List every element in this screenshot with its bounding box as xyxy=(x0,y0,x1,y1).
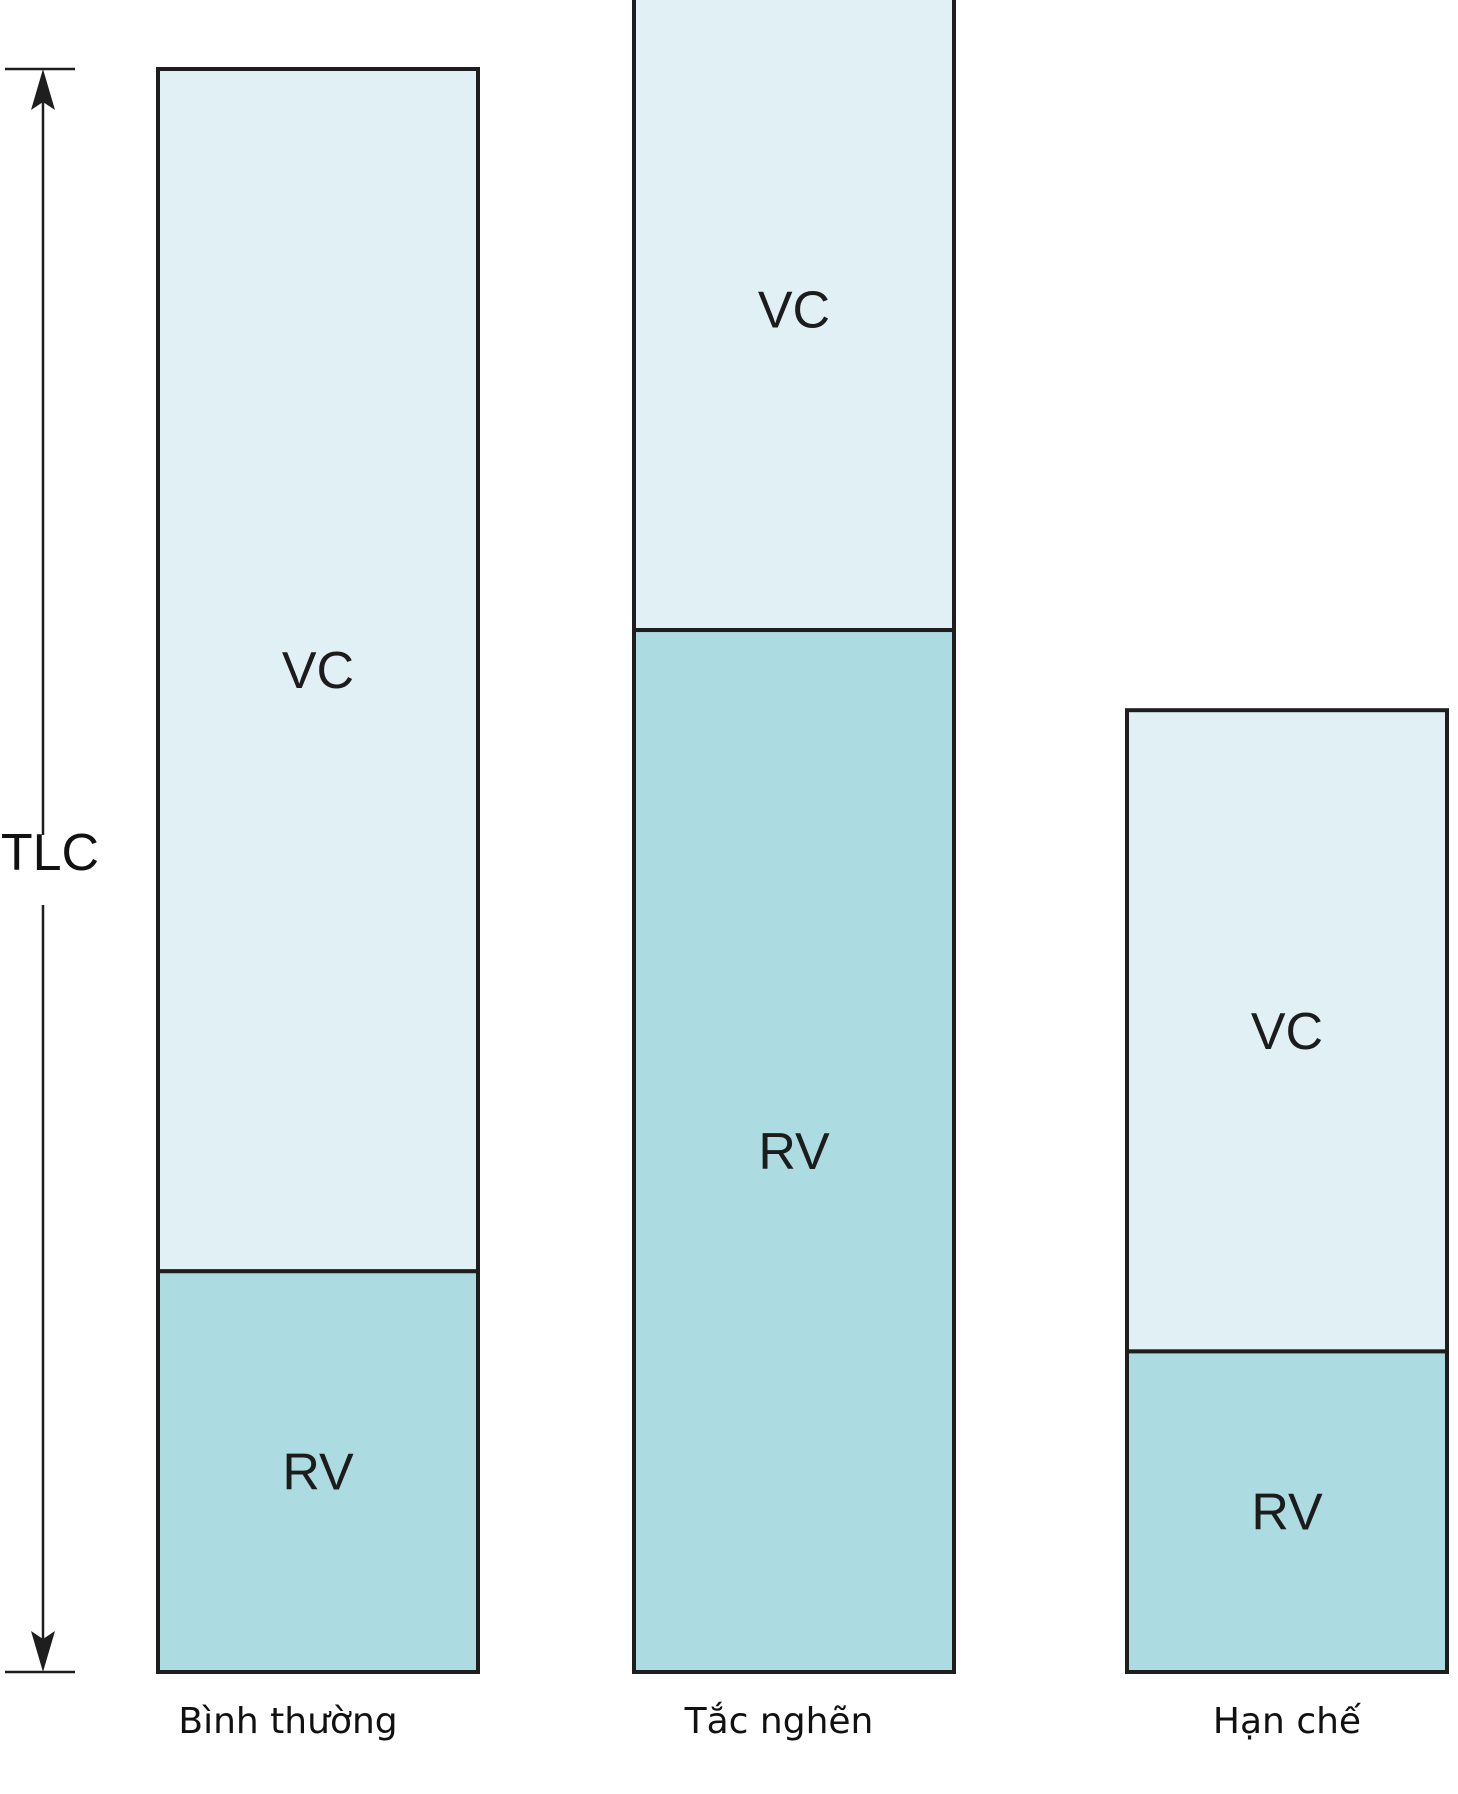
tlc-down-arrowhead xyxy=(31,1631,55,1672)
vc-label: VC xyxy=(282,642,354,700)
vc-segment xyxy=(632,0,956,633)
rv-label: RV xyxy=(282,1444,354,1502)
rv-label: RV xyxy=(1251,1484,1323,1542)
category-label: Bình thường xyxy=(178,1701,397,1742)
bar-normal: VC RV Bình thường xyxy=(156,67,480,1742)
rv-segment xyxy=(156,1269,480,1674)
bar-obstructive: VC RV Tắc nghẽn xyxy=(632,0,956,1742)
rv-label: RV xyxy=(758,1123,830,1181)
bar-restrictive: VC RV Hạn chế xyxy=(1125,708,1449,1742)
category-label: Hạn chế xyxy=(1213,1701,1362,1742)
rv-segment xyxy=(632,628,956,1674)
vc-segment xyxy=(1125,708,1449,1354)
rv-segment xyxy=(1125,1349,1449,1675)
tlc-label: TLC xyxy=(1,824,99,882)
category-label: Tắc nghẽn xyxy=(684,1701,874,1742)
vc-label: VC xyxy=(1251,1003,1323,1061)
vc-label: VC xyxy=(758,281,830,339)
tlc-dimension: TLC xyxy=(1,67,99,1674)
tlc-up-arrowhead xyxy=(31,69,55,110)
